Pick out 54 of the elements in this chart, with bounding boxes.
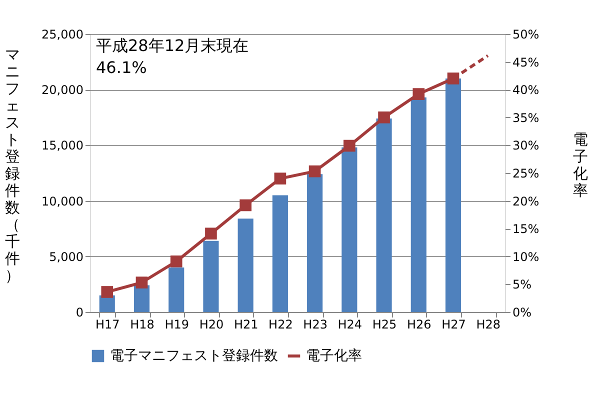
y-tick-label: 20,000 <box>42 83 84 98</box>
point <box>308 165 321 178</box>
y2-tick-label: 35% <box>512 110 540 125</box>
bar <box>376 118 392 312</box>
y2-tick-label: 5% <box>512 278 532 292</box>
y-tick-label: 0 <box>76 306 84 320</box>
bar <box>445 78 462 312</box>
bar <box>203 240 219 312</box>
point <box>170 255 182 268</box>
bar <box>134 285 150 312</box>
y2-tick-label: 45% <box>512 55 540 70</box>
legend-label: 電子化率 <box>306 348 362 364</box>
y-tick-label: 10,000 <box>42 194 84 208</box>
point <box>378 111 390 124</box>
y-tick-label: 5,000 <box>49 250 84 264</box>
legend-label: 電子マニフェスト登録件数 <box>110 348 278 364</box>
y2-tick-label: 15% <box>512 222 540 236</box>
y2-tick-label: 25% <box>512 166 540 180</box>
point <box>136 276 148 288</box>
y2-tick-label: 20% <box>512 194 540 208</box>
y2-tick-label: 50% <box>512 28 540 42</box>
point <box>205 228 217 240</box>
x-tick-label: H18 <box>130 318 154 332</box>
x-tick-label: H28 <box>476 318 501 332</box>
x-tick-label: H26 <box>406 318 432 332</box>
y2-tick-label: 0% <box>512 306 532 320</box>
y2-axis-title: 電子化率 <box>573 130 588 200</box>
x-tick-label: H27 <box>442 318 466 332</box>
point <box>412 88 425 100</box>
y2-tick-label: 40% <box>512 83 540 98</box>
point <box>240 199 252 212</box>
x-tick-label: H20 <box>199 318 224 332</box>
text: マニフェスト登録件数（千件） <box>5 46 20 284</box>
bar <box>238 218 254 312</box>
bar <box>410 97 426 312</box>
y-tick-label: 25,000 <box>42 28 84 42</box>
x-tick-label: H22 <box>268 318 293 332</box>
y-tick-label: 15,000 <box>42 138 84 153</box>
point <box>344 140 356 152</box>
point <box>101 286 114 298</box>
bar <box>342 147 358 312</box>
y2-tick-label: 10% <box>512 250 540 264</box>
bar <box>307 174 323 312</box>
x-tick-label: H19 <box>164 318 190 332</box>
y2-tick-label: 30% <box>512 138 540 153</box>
x-tick-label: H17 <box>95 318 120 332</box>
bar <box>272 195 288 312</box>
annotation: 平成28年12月末現在 46.1% <box>96 36 249 77</box>
x-tick-label: H21 <box>234 318 258 332</box>
x-tick-label: H25 <box>372 318 397 332</box>
x-tick-label: H24 <box>338 318 362 332</box>
point <box>274 172 286 184</box>
bar <box>168 268 184 312</box>
x-tick-label: H23 <box>303 318 328 332</box>
